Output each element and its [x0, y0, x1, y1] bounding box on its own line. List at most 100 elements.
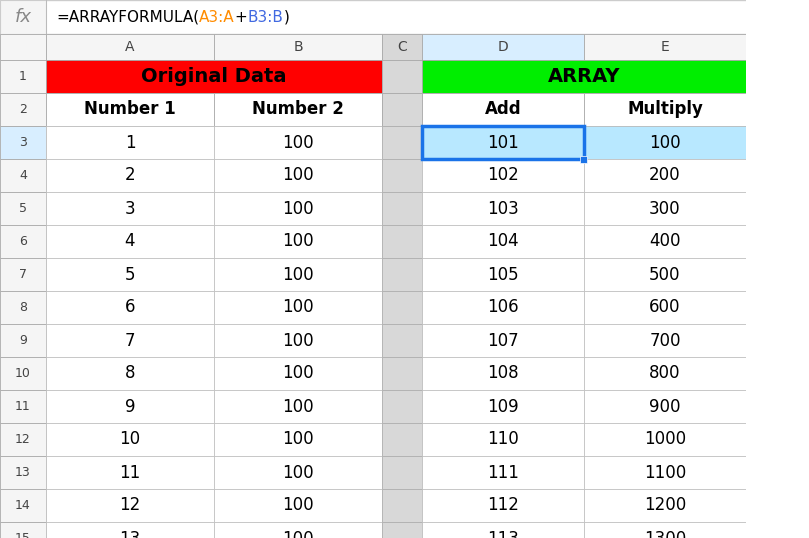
Text: 11: 11 [15, 400, 31, 413]
Bar [422, 324, 584, 357]
Bar [46, 126, 214, 159]
Bar [0, 0, 809, 34]
Bar [0, 456, 46, 489]
Text: 6: 6 [125, 299, 135, 316]
Text: 106: 106 [487, 299, 519, 316]
Text: 700: 700 [650, 331, 680, 350]
Text: 100: 100 [282, 398, 314, 415]
Bar [422, 93, 584, 126]
Bar [584, 291, 746, 324]
Bar [214, 522, 382, 538]
Text: 6: 6 [19, 235, 27, 248]
Text: D: D [498, 40, 508, 54]
Bar [382, 489, 422, 522]
Text: 11: 11 [120, 464, 141, 482]
Bar [382, 258, 422, 291]
Bar [422, 357, 584, 390]
Bar [214, 93, 382, 126]
Text: 2: 2 [125, 166, 135, 185]
Bar [584, 423, 746, 456]
Text: 5: 5 [19, 202, 27, 215]
Text: 110: 110 [487, 430, 519, 449]
Text: Multiply: Multiply [627, 101, 703, 118]
Bar [0, 291, 46, 324]
Bar [214, 126, 382, 159]
Text: 100: 100 [282, 200, 314, 217]
Bar [422, 192, 584, 225]
Bar [0, 192, 46, 225]
Text: 10: 10 [15, 367, 31, 380]
Bar [0, 159, 46, 192]
Text: 9: 9 [19, 334, 27, 347]
Text: 100: 100 [282, 166, 314, 185]
Text: A: A [125, 40, 135, 54]
Bar [46, 489, 214, 522]
Text: 7: 7 [19, 268, 27, 281]
Bar [422, 159, 584, 192]
Text: 400: 400 [650, 232, 680, 251]
Bar [0, 93, 46, 126]
Bar [0, 126, 46, 159]
Text: 900: 900 [650, 398, 680, 415]
Text: 1200: 1200 [644, 497, 686, 514]
Text: ): ) [283, 10, 290, 25]
Bar [422, 291, 584, 324]
Bar [382, 456, 422, 489]
Bar [0, 225, 46, 258]
Bar [382, 357, 422, 390]
Bar [214, 258, 382, 291]
Text: fx: fx [15, 8, 32, 26]
Text: 8: 8 [125, 365, 135, 383]
Text: 103: 103 [487, 200, 519, 217]
Text: 800: 800 [650, 365, 680, 383]
Text: 104: 104 [487, 232, 519, 251]
Bar [0, 390, 46, 423]
Text: 13: 13 [120, 529, 141, 538]
Bar [584, 93, 746, 126]
Bar [422, 34, 584, 60]
Bar [46, 522, 214, 538]
Bar [382, 159, 422, 192]
Bar [214, 357, 382, 390]
Bar [214, 423, 382, 456]
Bar [584, 489, 746, 522]
Bar [422, 390, 584, 423]
Text: 101: 101 [487, 133, 519, 152]
Bar [214, 390, 382, 423]
Text: 4: 4 [19, 169, 27, 182]
Bar [46, 423, 214, 456]
Text: 111: 111 [487, 464, 519, 482]
Text: 107: 107 [487, 331, 519, 350]
Bar [382, 60, 422, 93]
Bar [382, 522, 422, 538]
Bar [382, 192, 422, 225]
Bar [214, 34, 382, 60]
Text: 108: 108 [487, 365, 519, 383]
Bar [46, 324, 214, 357]
Bar [584, 522, 746, 538]
Text: 300: 300 [649, 200, 681, 217]
Text: E: E [661, 40, 669, 54]
Text: 9: 9 [125, 398, 135, 415]
Text: 100: 100 [282, 265, 314, 284]
Bar [584, 357, 746, 390]
Bar [382, 324, 422, 357]
Text: 12: 12 [15, 433, 31, 446]
Bar [584, 126, 746, 159]
Bar [46, 93, 214, 126]
Text: 100: 100 [649, 133, 681, 152]
Bar [46, 225, 214, 258]
Text: 100: 100 [282, 464, 314, 482]
Bar [214, 324, 382, 357]
Text: 5: 5 [125, 265, 135, 284]
Bar [422, 126, 584, 159]
Text: 2: 2 [19, 103, 27, 116]
Bar [382, 34, 422, 60]
Text: Original Data: Original Data [142, 67, 286, 86]
Bar [46, 34, 214, 60]
Bar [46, 357, 214, 390]
Text: =ARRAYFORMULA(: =ARRAYFORMULA( [56, 10, 199, 25]
Text: 109: 109 [487, 398, 519, 415]
Bar [214, 192, 382, 225]
Text: 100: 100 [282, 133, 314, 152]
